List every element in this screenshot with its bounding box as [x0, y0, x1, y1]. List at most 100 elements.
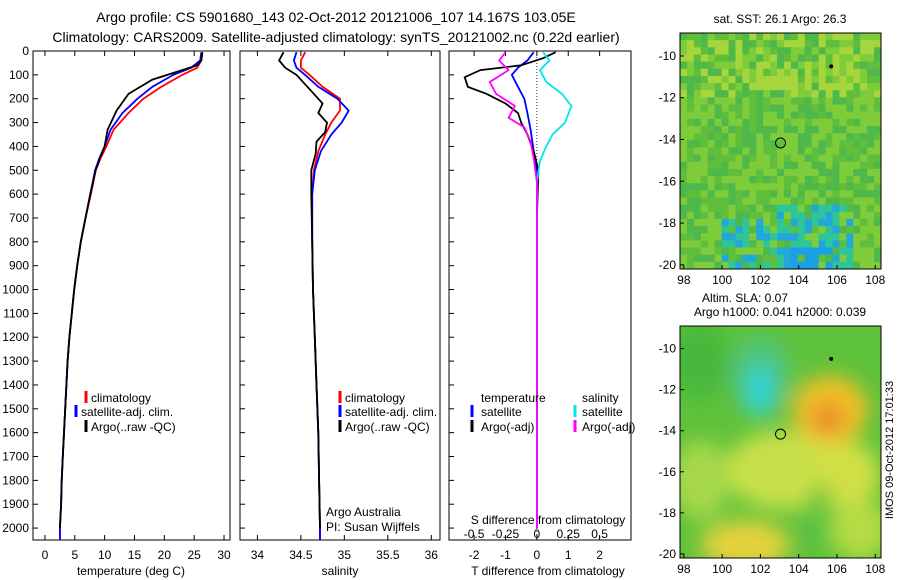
sst-cell — [797, 161, 806, 170]
sst-cell — [860, 240, 868, 249]
sst-cell — [693, 254, 702, 263]
sst-cell — [811, 183, 820, 191]
sst-cell — [874, 233, 881, 241]
sst-cell — [728, 33, 737, 41]
temperature-panel: 0100200300400500600700800900100011001200… — [2, 44, 231, 578]
sst-cell — [770, 261, 778, 269]
sst-cell — [867, 47, 875, 56]
sst-cell — [804, 75, 813, 84]
sst-cell — [790, 83, 799, 91]
sst-cell — [860, 104, 868, 113]
sst-cell — [680, 197, 688, 206]
sst-cell — [867, 211, 875, 220]
sst-cell — [818, 183, 827, 191]
sst-cell — [846, 40, 854, 48]
sst-cell — [770, 226, 778, 234]
sst-cell — [721, 54, 730, 63]
sst-cell — [777, 68, 785, 77]
sst-cell — [783, 190, 792, 199]
sst-cell — [700, 218, 709, 227]
sst-cell — [832, 33, 841, 41]
sst-cell — [825, 83, 834, 91]
sst-cell — [693, 147, 702, 156]
sst-cell — [867, 125, 875, 134]
sst-cell — [714, 168, 723, 177]
sst-cell — [860, 254, 868, 263]
sst-cell — [874, 254, 881, 263]
sst-cell — [742, 47, 750, 56]
sst-cell — [756, 211, 764, 220]
sst-cell — [686, 133, 695, 141]
sst-cell — [839, 211, 847, 220]
sla-field — [680, 326, 881, 558]
sst-cell — [832, 254, 841, 263]
sst-cell — [860, 68, 868, 77]
sst-cell — [804, 147, 813, 156]
sst-cell — [714, 183, 723, 191]
sst-cell — [832, 218, 841, 227]
sst-cell — [756, 197, 764, 206]
sst-cell — [867, 104, 875, 113]
sst-cell — [756, 147, 764, 156]
sst-cell — [867, 111, 875, 120]
sst-cell — [707, 254, 716, 263]
sst-cell — [728, 111, 737, 120]
sst-cell — [742, 240, 750, 249]
sst-cell — [811, 125, 820, 134]
sst-cell — [825, 140, 834, 149]
sst-cell — [804, 176, 813, 184]
sst-cell — [860, 140, 868, 149]
sst-cell — [804, 33, 813, 41]
sst-cell — [860, 97, 868, 106]
sst-cell — [686, 140, 695, 149]
sst-cell — [707, 90, 716, 98]
sst-cell — [797, 211, 806, 220]
sst-cell — [860, 147, 868, 156]
sst-cell — [721, 133, 730, 141]
temperature-x-tick-label: 5 — [71, 548, 78, 562]
sst-cell — [756, 233, 764, 241]
sst-cell — [749, 254, 757, 263]
sst-cell — [839, 154, 847, 163]
sst-cell — [680, 83, 688, 91]
sst-cell — [680, 40, 688, 48]
sst-cell — [811, 147, 820, 156]
sst-cell — [680, 104, 688, 113]
sst-cell — [693, 176, 702, 184]
sst-cell — [770, 204, 778, 213]
sst-cell — [742, 104, 750, 113]
sst-cell — [707, 104, 716, 113]
sst-map-lat-tick-label: -18 — [659, 216, 677, 230]
sst-cell — [749, 118, 757, 127]
sst-cell — [853, 147, 861, 156]
sst-cell — [832, 247, 841, 256]
sst-cell — [804, 61, 813, 70]
sst-cell — [853, 33, 861, 41]
sst-cell — [756, 83, 764, 91]
sst-cell — [804, 40, 813, 48]
sst-cell — [818, 75, 827, 84]
sst-cell — [860, 47, 868, 56]
sst-cell — [700, 197, 709, 206]
legend-label-argo: Argo(..raw -QC) — [91, 420, 176, 434]
sst-cell — [680, 111, 688, 120]
sst-cell — [707, 183, 716, 191]
sst-cell — [714, 140, 723, 149]
sst-cell — [686, 218, 695, 227]
sst-cell — [693, 154, 702, 163]
sst-cell — [763, 140, 771, 149]
sst-cell — [811, 261, 820, 269]
sst-cell — [804, 240, 813, 249]
sst-cell — [742, 90, 750, 98]
sst-map-lat-tick-label: -14 — [659, 133, 677, 147]
sst-cell — [714, 33, 723, 41]
sst-cell — [749, 161, 757, 170]
sst-map-lat-tick-label: -10 — [659, 49, 677, 63]
sst-cell — [756, 190, 764, 199]
sst-cell — [714, 111, 723, 120]
sst-cell — [790, 33, 799, 41]
sst-cell — [783, 154, 792, 163]
sst-cell — [860, 125, 868, 134]
sst-cell — [749, 54, 757, 63]
sst-cell — [853, 183, 861, 191]
